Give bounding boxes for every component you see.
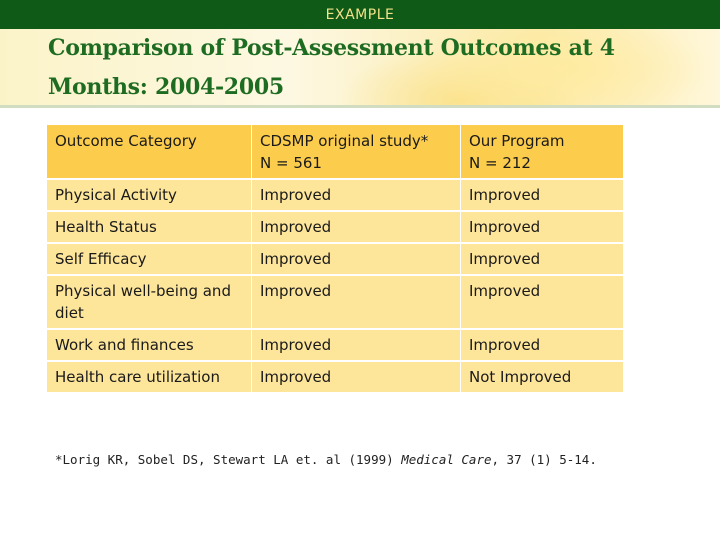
row-cdsmp-result: Improved — [251, 243, 461, 276]
row-cdsmp-result: Improved — [251, 329, 461, 362]
header-outcome-category: Outcome Category — [47, 125, 252, 180]
row-category: Health Status — [47, 211, 252, 244]
table-header-row: Outcome Category CDSMP original study* N… — [47, 125, 624, 180]
table-row: Physical well-being and diet Improved Im… — [47, 275, 624, 330]
row-category: Health care utilization — [47, 361, 252, 394]
citation-volume: , 37 (1) 5-14. — [491, 452, 597, 467]
row-program-result: Improved — [460, 179, 624, 212]
header-cdsmp-study: CDSMP original study* N = 561 — [251, 125, 461, 180]
row-program-result: Improved — [460, 329, 624, 362]
row-cdsmp-result: Improved — [251, 275, 461, 330]
citation-authors: *Lorig KR, Sobel DS, Stewart LA et. al (… — [55, 452, 402, 467]
citation-footnote: *Lorig KR, Sobel DS, Stewart LA et. al (… — [55, 452, 597, 467]
row-program-result: Improved — [460, 211, 624, 244]
row-category: Work and finances — [47, 329, 252, 362]
outcomes-table: Outcome Category CDSMP original study* N… — [47, 125, 624, 394]
row-category: Self Efficacy — [47, 243, 252, 276]
header-program-n: N = 212 — [469, 154, 531, 172]
header-our-program: Our Program N = 212 — [460, 125, 624, 180]
header-program-title: Our Program — [469, 132, 565, 150]
title-banner — [0, 29, 720, 105]
row-cdsmp-result: Improved — [251, 179, 461, 212]
header-cdsmp-title: CDSMP original study* — [260, 132, 429, 150]
slide-title: Comparison of Post-Assessment Outcomes a… — [48, 35, 615, 100]
table-row: Health Status Improved Improved — [47, 211, 624, 244]
row-program-result: Improved — [460, 243, 624, 276]
banner-divider — [0, 105, 720, 108]
row-program-result: Not Improved — [460, 361, 624, 394]
slide-label: EXAMPLE — [0, 0, 720, 29]
table-row: Work and finances Improved Improved — [47, 329, 624, 362]
header-cdsmp-n: N = 561 — [260, 154, 322, 172]
row-category: Physical Activity — [47, 179, 252, 212]
header-outcome-category-label: Outcome Category — [55, 132, 197, 150]
row-program-result: Improved — [460, 275, 624, 330]
row-cdsmp-result: Improved — [251, 361, 461, 394]
row-cdsmp-result: Improved — [251, 211, 461, 244]
table-row: Health care utilization Improved Not Imp… — [47, 361, 624, 394]
row-category: Physical well-being and diet — [47, 275, 252, 330]
table-row: Self Efficacy Improved Improved — [47, 243, 624, 276]
table-row: Physical Activity Improved Improved — [47, 179, 624, 212]
citation-journal: Medical Care — [401, 452, 492, 467]
